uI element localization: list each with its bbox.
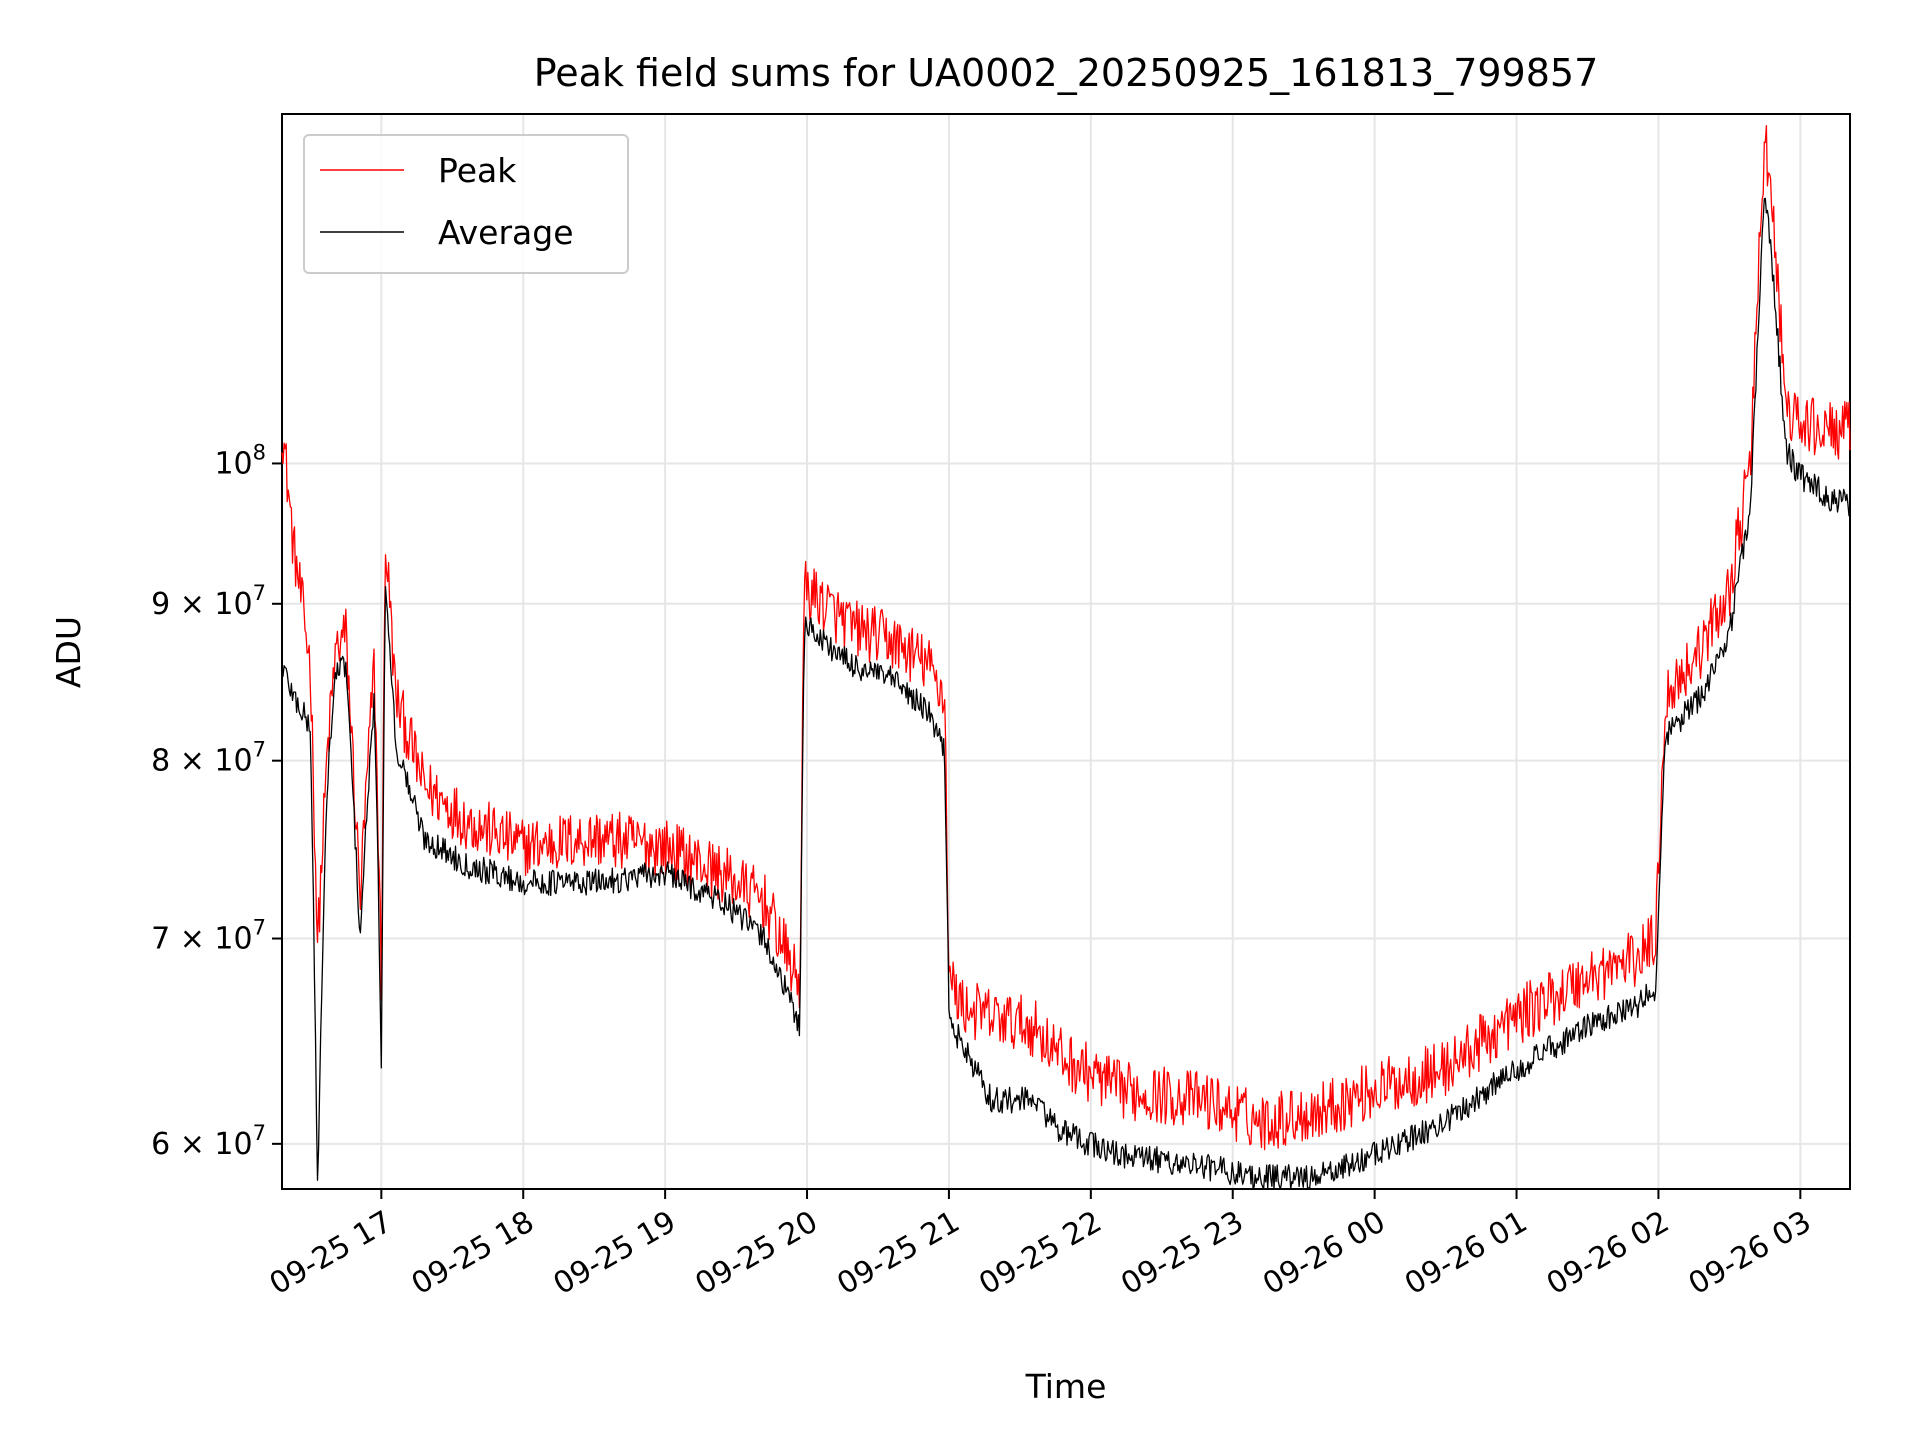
x-tick-label-9: 09-26 02	[1541, 1204, 1675, 1302]
x-tick-label-7: 09-26 00	[1257, 1204, 1391, 1302]
plot-area	[281, 113, 1851, 1190]
legend-label-average: Average	[438, 213, 574, 252]
x-tick-label-2: 09-25 19	[548, 1204, 682, 1302]
x-axis-label: Time	[1025, 1367, 1107, 1406]
series-line-average	[281, 197, 1851, 1190]
x-tick-label-5: 09-25 22	[973, 1204, 1107, 1302]
y-tick-label-1: 7 × 107	[151, 916, 266, 957]
y-axis-label: ADU	[49, 616, 88, 688]
x-tick-label-10: 09-26 03	[1683, 1204, 1817, 1302]
x-axis: 09-25 17 09-25 18 09-25 19 09-25 20 09-25 21…	[264, 1189, 1817, 1302]
y-tick-label-0: 6 × 107	[151, 1121, 266, 1162]
x-tick-label-0: 09-25 17	[264, 1204, 398, 1302]
y-tick-label-4: 108	[214, 440, 266, 481]
legend-label-peak: Peak	[438, 151, 517, 190]
y-axis: 6 × 107 7 × 107 8 × 107 9 × 107 108	[151, 440, 282, 1162]
x-tick-label-3: 09-25 20	[690, 1204, 824, 1302]
chart-title: Peak field sums for UA0002_20250925_1618…	[534, 51, 1599, 95]
legend: Peak Average	[303, 134, 629, 274]
series-layer	[281, 124, 1851, 1190]
x-tick-label-1: 09-25 18	[406, 1204, 540, 1302]
x-tick-label-6: 09-25 23	[1115, 1204, 1249, 1302]
y-tick-label-3: 9 × 107	[151, 581, 266, 622]
x-tick-label-8: 09-26 01	[1399, 1204, 1533, 1302]
series-line-peak	[281, 124, 1851, 1151]
x-tick-label-4: 09-25 21	[831, 1204, 965, 1302]
y-tick-label-2: 8 × 107	[151, 738, 266, 779]
grid	[282, 114, 1850, 1189]
